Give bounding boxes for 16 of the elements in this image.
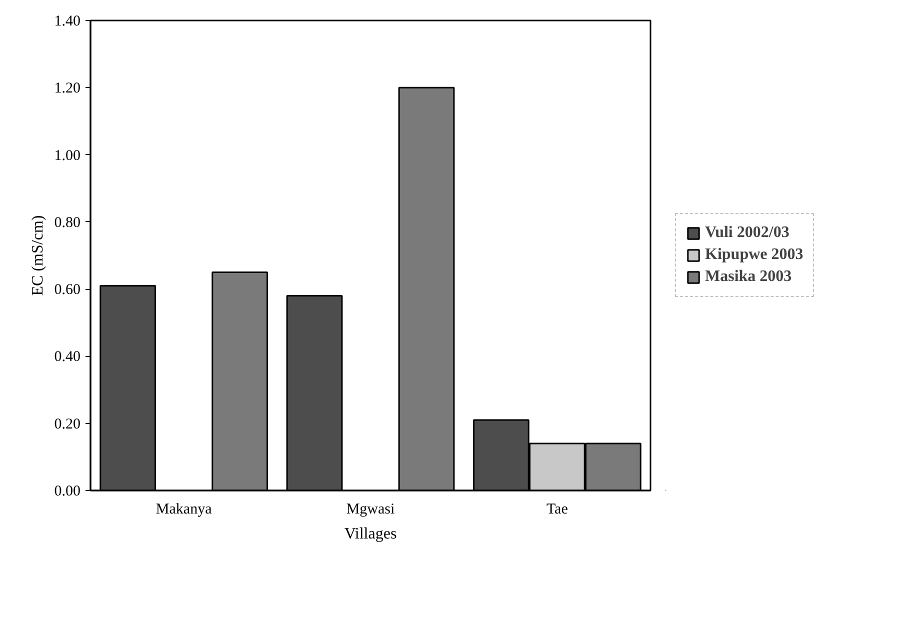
x-tick-label: Tae — [546, 502, 568, 518]
x-axis-title: Villages — [344, 526, 397, 542]
y-tick-label: 0.20 — [54, 416, 80, 432]
y-tick-label: 1.00 — [54, 148, 80, 164]
legend-label: Masika 2003 — [705, 268, 792, 286]
y-tick-label: 0.40 — [54, 349, 80, 366]
y-tick-label: 0.00 — [54, 484, 80, 500]
legend-label: Kipupwe 2003 — [705, 246, 804, 264]
y-axis-title: EC (mS/cm) — [29, 215, 46, 296]
y-tick-label: 0.60 — [54, 282, 80, 298]
y-tick-label: 1.20 — [54, 80, 80, 97]
x-tick-label: Makanya — [156, 502, 212, 518]
y-tick-label: 0.80 — [54, 214, 80, 231]
y-tick-label: 1.40 — [54, 14, 80, 30]
legend-label: Vuli 2002/03 — [705, 224, 790, 242]
x-tick-label: Mgwasi — [346, 502, 395, 518]
